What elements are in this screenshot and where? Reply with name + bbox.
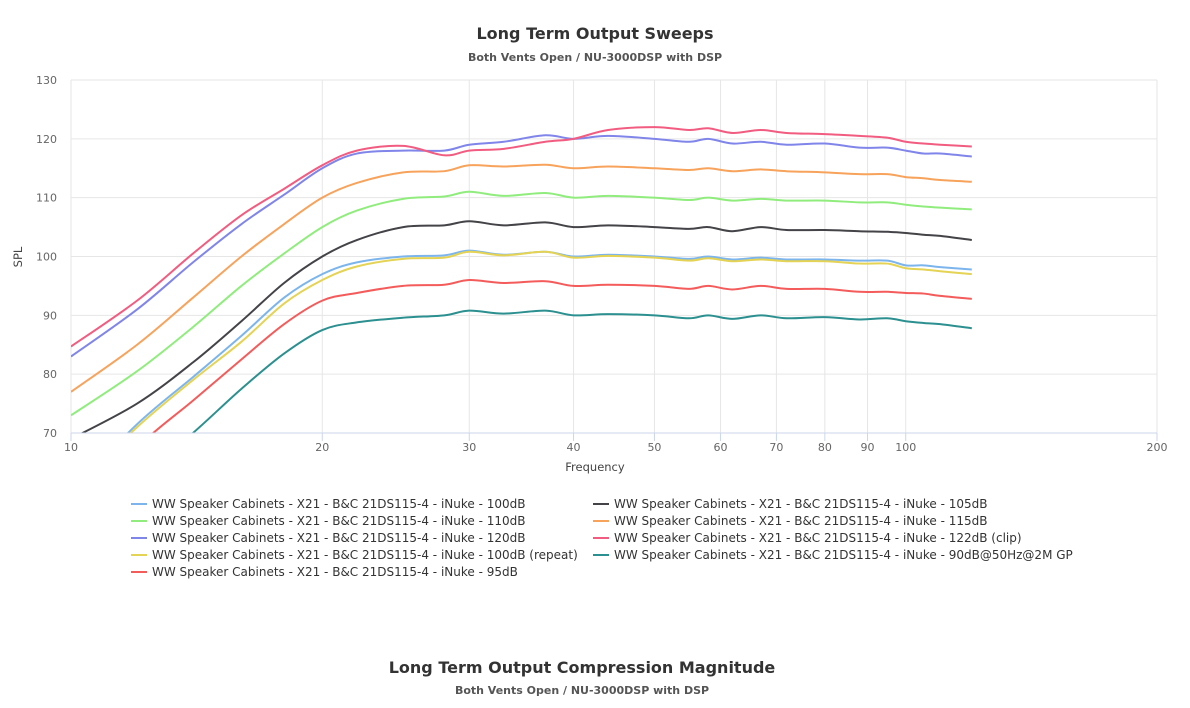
legend-item[interactable]: WW Speaker Cabinets - X21 - B&C 21DS115-… <box>131 565 518 579</box>
x-tick-label: 80 <box>818 441 832 454</box>
axis-ticks: 70 80 90 100 110 120 130 10 20 30 40 50 60 70 80 90 100 2… <box>36 74 1168 454</box>
series-line <box>71 134 972 358</box>
series-line <box>191 309 972 433</box>
legend-item[interactable]: WW Speaker Cabinets - X21 - B&C 21DS115-… <box>593 548 1073 562</box>
x-tick-label: 30 <box>462 441 476 454</box>
y-tick-label: 100 <box>36 251 57 264</box>
x-tick-label: 50 <box>647 441 661 454</box>
x-tick-label: 60 <box>714 441 728 454</box>
x-tick-label: 10 <box>64 441 78 454</box>
legend-item[interactable]: WW Speaker Cabinets - X21 - B&C 21DS115-… <box>131 497 525 511</box>
legend-item[interactable]: WW Speaker Cabinets - X21 - B&C 21DS115-… <box>131 531 525 545</box>
legend-label: WW Speaker Cabinets - X21 - B&C 21DS115-… <box>614 497 987 511</box>
series-line <box>151 279 972 433</box>
legend-label: WW Speaker Cabinets - X21 - B&C 21DS115-… <box>152 531 525 545</box>
x-tick-label: 90 <box>861 441 875 454</box>
y-axis-title: SPL <box>11 246 25 267</box>
legend-label: WW Speaker Cabinets - X21 - B&C 21DS115-… <box>614 531 1022 545</box>
legend-label: WW Speaker Cabinets - X21 - B&C 21DS115-… <box>152 514 525 528</box>
series-line <box>71 126 972 348</box>
series-lines <box>71 126 972 433</box>
series-line <box>126 249 972 433</box>
x-tick-label: 70 <box>769 441 783 454</box>
legend-label: WW Speaker Cabinets - X21 - B&C 21DS115-… <box>152 497 525 511</box>
legend: WW Speaker Cabinets - X21 - B&C 21DS115-… <box>131 497 1073 579</box>
legend-label: WW Speaker Cabinets - X21 - B&C 21DS115-… <box>152 548 578 562</box>
legend-item[interactable]: WW Speaker Cabinets - X21 - B&C 21DS115-… <box>593 531 1022 545</box>
legend-item[interactable]: WW Speaker Cabinets - X21 - B&C 21DS115-… <box>131 548 578 562</box>
y-tick-label: 130 <box>36 74 57 87</box>
series-line <box>71 190 972 417</box>
legend-label: WW Speaker Cabinets - X21 - B&C 21DS115-… <box>614 548 1073 562</box>
x-tick-label: 100 <box>895 441 916 454</box>
second-chart-subtitle: Both Vents Open / NU-3000DSP with DSP <box>455 684 709 697</box>
y-tick-label: 120 <box>36 133 57 146</box>
legend-label: WW Speaker Cabinets - X21 - B&C 21DS115-… <box>152 565 518 579</box>
legend-label: WW Speaker Cabinets - X21 - B&C 21DS115-… <box>614 514 987 528</box>
series-line <box>71 163 972 393</box>
series-line <box>80 220 972 433</box>
x-tick-label: 200 <box>1147 441 1168 454</box>
series-line <box>129 250 972 433</box>
y-tick-label: 90 <box>43 309 57 322</box>
legend-item[interactable]: WW Speaker Cabinets - X21 - B&C 21DS115-… <box>593 497 987 511</box>
y-tick-label: 110 <box>36 192 57 205</box>
chart-title: Long Term Output Sweeps <box>476 24 713 43</box>
x-tick-label: 20 <box>315 441 329 454</box>
y-tick-label: 70 <box>43 427 57 440</box>
second-chart-title: Long Term Output Compression Magnitude <box>389 658 776 677</box>
legend-item[interactable]: WW Speaker Cabinets - X21 - B&C 21DS115-… <box>593 514 987 528</box>
legend-item[interactable]: WW Speaker Cabinets - X21 - B&C 21DS115-… <box>131 514 525 528</box>
x-tick-label: 40 <box>567 441 581 454</box>
chart-subtitle: Both Vents Open / NU-3000DSP with DSP <box>468 51 722 64</box>
x-axis-title: Frequency <box>565 460 625 474</box>
y-tick-label: 80 <box>43 368 57 381</box>
